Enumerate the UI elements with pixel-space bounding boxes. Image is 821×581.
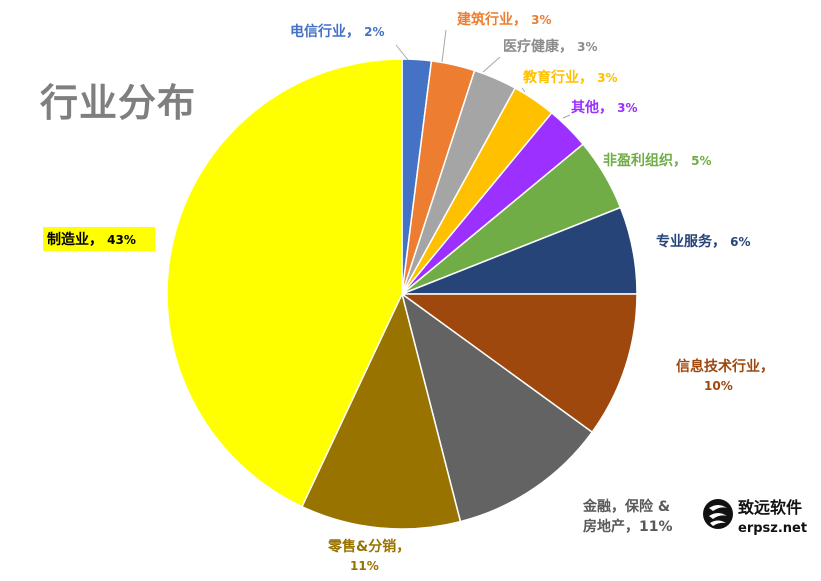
data-label-9: 零售&分销， 11% xyxy=(327,538,410,573)
leader-line-1 xyxy=(441,29,447,63)
leader-line-4 xyxy=(562,114,571,119)
brand-logo: 致远软件 erpsz.net xyxy=(700,492,818,538)
leader-line-2 xyxy=(482,56,501,73)
data-label-5: 非盈利组织， 5% xyxy=(603,152,712,169)
logo-url: erpsz.net xyxy=(738,521,807,536)
data-label-3: 教育行业， 3% xyxy=(523,69,618,86)
pie-slice-9 xyxy=(300,291,462,530)
data-label-2: 医疗健康， 3% xyxy=(503,38,598,55)
data-label-1: 建筑行业， 3% xyxy=(457,11,552,28)
data-label-4: 其他， 3% xyxy=(571,99,638,116)
data-label-6: 专业服务， 6% xyxy=(656,233,751,250)
pie-slice-7 xyxy=(399,293,638,434)
pie-slice-10 xyxy=(166,58,403,508)
pie-slice-8 xyxy=(400,292,594,523)
data-label-8: 金融，保险 &房地产，11% xyxy=(582,498,673,535)
data-label-10: 制造业， 43% xyxy=(47,231,136,248)
logo-name: 致远软件 xyxy=(738,498,802,517)
data-label-highlight xyxy=(43,227,155,251)
leader-line-0 xyxy=(395,44,409,61)
chart-title: 行业分布 xyxy=(40,81,197,125)
data-label-0: 电信行业， 2% xyxy=(290,23,385,40)
leader-line-3 xyxy=(521,87,526,93)
data-label-7: 信息技术行业， 10% xyxy=(676,358,774,393)
